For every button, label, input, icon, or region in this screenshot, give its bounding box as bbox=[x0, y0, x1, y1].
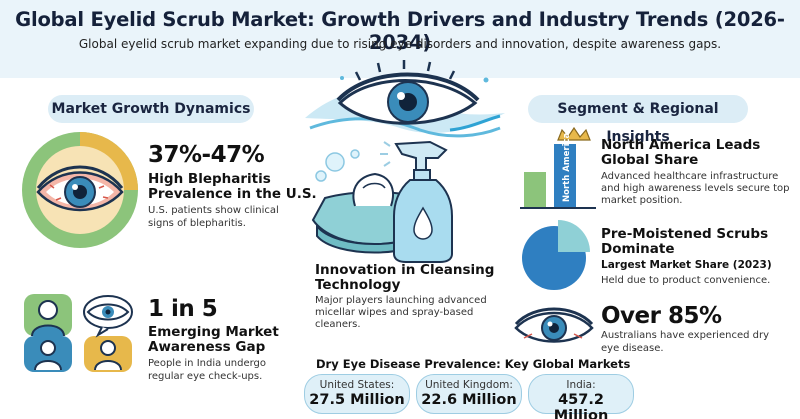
dry-eye-icon bbox=[514, 307, 594, 343]
innovation-heading-line2: Technology bbox=[315, 277, 401, 293]
blepharitis-heading-line2: Prevalence in the U.S. bbox=[148, 186, 317, 202]
market-united-states: United States: 27.5 Million bbox=[304, 374, 410, 414]
spray-bottle-icon bbox=[380, 140, 453, 263]
market-value: 22.6 Million bbox=[421, 392, 517, 408]
pre-moistened-body: Held due to product convenience. bbox=[601, 275, 771, 286]
blepharitis-heading-line1: High Blepharitis bbox=[148, 171, 271, 187]
market-india: India: 457.2 Million bbox=[528, 374, 634, 419]
australia-body-line1: Australians have experienced dry bbox=[601, 330, 770, 341]
page-subtitle: Global eyelid scrub market expanding due… bbox=[78, 37, 722, 51]
header-banner: Global Eyelid Scrub Market: Growth Drive… bbox=[0, 0, 800, 78]
blepharitis-body-line1: U.S. patients show clinical bbox=[148, 205, 279, 216]
australia-body-line2: eye disease. bbox=[601, 343, 664, 354]
market-united-kingdom: United Kingdom: 22.6 Million bbox=[416, 374, 522, 414]
awareness-body-line1: People in India undergo bbox=[148, 358, 266, 369]
innovation-body-line1: Major players launching advanced bbox=[315, 295, 487, 306]
markets-title: Dry Eye Disease Prevalence: Key Global M… bbox=[316, 357, 631, 371]
pre-moistened-heading-line2: Dominate bbox=[601, 241, 675, 257]
people-icon bbox=[24, 294, 133, 372]
blepharitis-body-line2: signs of blepharitis. bbox=[148, 218, 246, 229]
awareness-heading-line2: Awareness Gap bbox=[148, 339, 266, 355]
market-growth-dynamics-label: Market Growth Dynamics bbox=[48, 95, 254, 123]
awareness-body-line2: regular eye check-ups. bbox=[148, 371, 263, 382]
australia-stat: Over 85% bbox=[601, 303, 722, 329]
pre-moistened-heading-line1: Pre-Moistened Scrubs bbox=[601, 226, 769, 242]
pre-moistened-subheading: Largest Market Share (2023) bbox=[601, 259, 772, 271]
north-america-body-line2: and high awareness levels secure top bbox=[601, 183, 790, 194]
north-america-heading-line1: North America Leads bbox=[601, 137, 761, 153]
market-value: 457.2 Million bbox=[553, 392, 609, 419]
hero-eye-icon bbox=[305, 60, 505, 138]
pie-chart-icon bbox=[522, 220, 590, 290]
innovation-body-line2: micellar wipes and spray-based bbox=[315, 307, 474, 318]
blepharitis-stat: 37%-47% bbox=[148, 142, 265, 168]
innovation-body-line3: cleaners. bbox=[315, 319, 361, 330]
awareness-stat: 1 in 5 bbox=[148, 296, 218, 322]
gold-crown-icon bbox=[557, 126, 591, 141]
awareness-heading-line1: Emerging Market bbox=[148, 324, 279, 340]
north-america-body-line1: Advanced healthcare infrastructure bbox=[601, 171, 779, 182]
north-america-bar-label: North America bbox=[562, 132, 572, 202]
market-value: 27.5 Million bbox=[309, 392, 405, 408]
page-title: Global Eyelid Scrub Market: Growth Drive… bbox=[15, 8, 785, 54]
market-name: United Kingdom: bbox=[425, 379, 513, 391]
market-name: India: bbox=[566, 379, 596, 391]
innovation-heading-line1: Innovation in Cleansing bbox=[315, 262, 495, 278]
bar-chart-icon: North America bbox=[520, 126, 596, 209]
north-america-body-line3: market position. bbox=[601, 195, 683, 206]
segment-regional-insights-label: Segment & Regional Insights bbox=[528, 95, 748, 145]
market-name: United States: bbox=[319, 379, 395, 391]
inflamed-eye-icon bbox=[22, 132, 138, 248]
north-america-heading-line2: Global Share bbox=[601, 152, 699, 168]
